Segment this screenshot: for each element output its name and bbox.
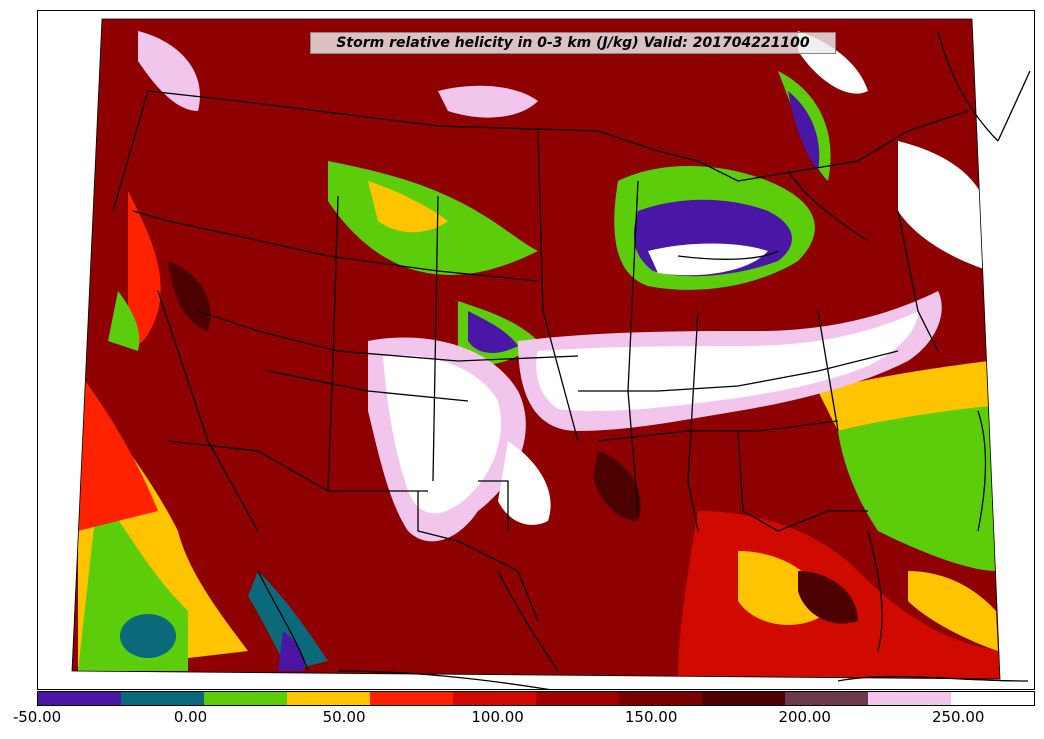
colorbar-tick-label: 150.00 xyxy=(624,708,678,726)
colorbar-tick-label: 200.00 xyxy=(778,708,831,726)
colorbar-tick-label: 250.00 xyxy=(931,708,985,726)
colorbar-segment xyxy=(38,692,121,705)
colorbar-segment xyxy=(536,692,619,705)
colorbar-segment xyxy=(951,692,1034,705)
colorbar-segment xyxy=(453,692,536,705)
helicity-field xyxy=(72,19,1000,679)
helicity-map xyxy=(71,18,1031,689)
colorbar-segment xyxy=(370,692,453,705)
colorbar-tick-label: 100.00 xyxy=(471,708,524,726)
colorbar-tick-label: 0.00 xyxy=(173,708,208,726)
map-panel: Storm relative helicity in 0-3 km (J/kg)… xyxy=(37,10,1035,690)
colorbar xyxy=(37,691,1035,706)
state-boundaries xyxy=(112,30,1031,689)
colorbar-segment xyxy=(702,692,785,705)
colorbar-tick-label: 50.00 xyxy=(322,708,366,726)
map-title: Storm relative helicity in 0-3 km (J/kg)… xyxy=(310,32,836,54)
colorbar-tick-label: -50.00 xyxy=(12,708,62,726)
colorbar-segment xyxy=(287,692,370,705)
colorbar-segment xyxy=(204,692,287,705)
colorbar-segment xyxy=(619,692,702,705)
domain-outline xyxy=(71,18,1001,680)
colorbar-segment xyxy=(121,692,204,705)
colorbar-segment xyxy=(785,692,868,705)
colorbar-segment xyxy=(868,692,951,705)
